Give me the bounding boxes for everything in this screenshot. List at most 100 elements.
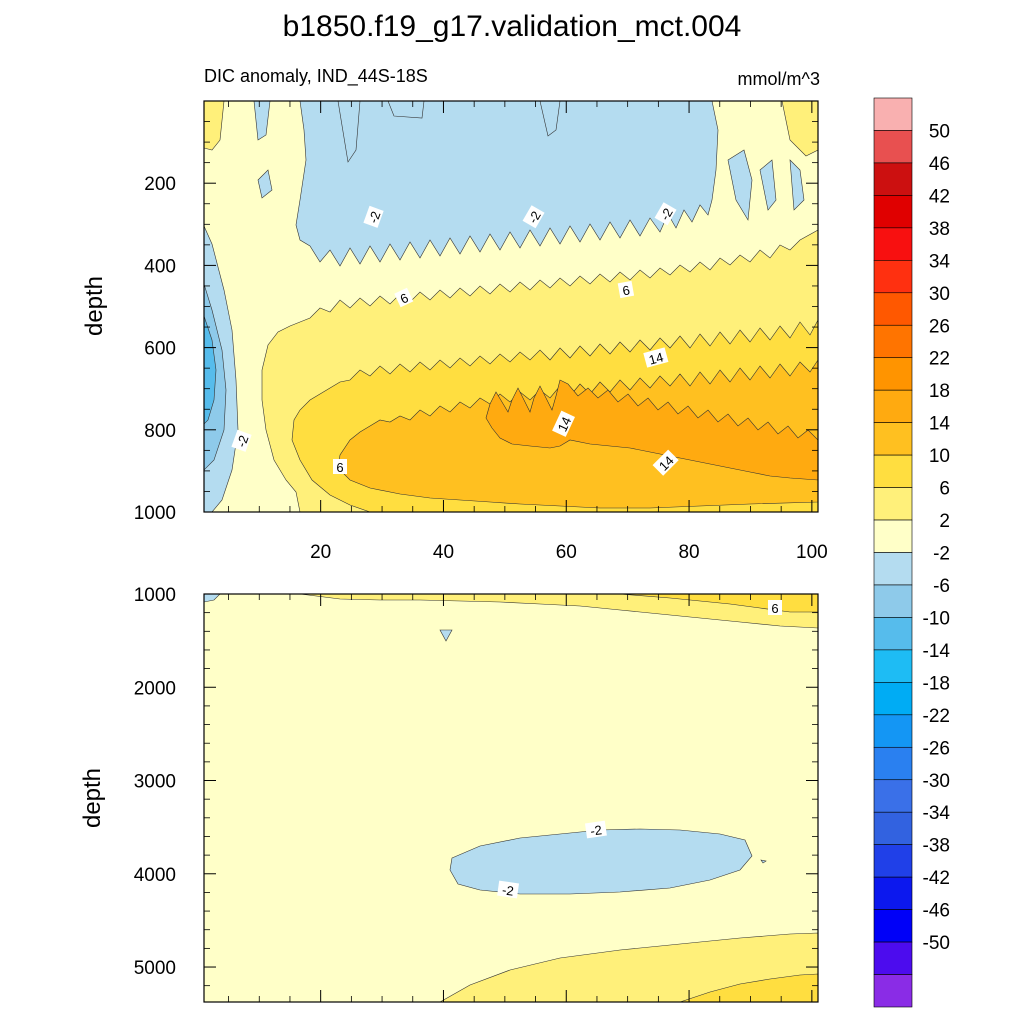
colorbar-swatch-17 — [873, 617, 913, 651]
lower-y-ticks: 1000 2000 3000 4000 5000 — [134, 585, 818, 987]
colorbar-swatch-14 — [873, 519, 913, 553]
colorbar-swatch-4 — [873, 195, 913, 229]
upper-x-tick-label-1: 20 — [310, 542, 331, 563]
colorbar-label-3: 42 — [929, 186, 950, 207]
lower-y-tick-label-2: 2000 — [134, 678, 176, 699]
colorbar-swatch-24 — [873, 844, 913, 878]
colorbar-swatch-28 — [873, 974, 913, 1008]
lower-y-tick-label-3: 3000 — [134, 772, 176, 793]
lower-plot-frame — [203, 593, 819, 1003]
upper-y-tick-label-3: 600 — [144, 339, 176, 360]
lower-region-neg-blob — [439, 629, 453, 642]
lower-ylabel: depth — [79, 768, 106, 828]
colorbar-label-23: -38 — [923, 836, 950, 857]
colorbar-swatch-13 — [873, 487, 913, 521]
upper-y-ticks: 200 400 600 800 1000 — [134, 100, 818, 524]
colorbar-label-25: -46 — [923, 901, 950, 922]
upper-contour-labels: -2 -2 -2 6 6 14 14 14 -2 6 — [231, 202, 679, 476]
upper-region-2-6-left — [204, 101, 225, 151]
colorbar-label-21: -30 — [923, 771, 950, 792]
upper-x-tick-label-2: 40 — [433, 542, 454, 563]
colorbar-label-9: 18 — [929, 381, 950, 402]
upper-y-tick-label-4: 800 — [144, 421, 176, 442]
colorbar-label-14: -2 — [933, 544, 950, 565]
lower-region-neg-dot — [760, 859, 767, 864]
colorbar-label-26: -50 — [923, 933, 950, 954]
lower-region-2-6-bottom — [439, 932, 818, 1002]
lower-y-tick-label-5: 5000 — [134, 958, 176, 979]
colorbar-swatch-8 — [873, 324, 913, 359]
colorbar-swatch-20 — [873, 714, 913, 748]
lower-region-2-6-top — [299, 594, 818, 629]
upper-x-ticks: 20 40 60 80 100 — [228, 101, 828, 563]
upper-region-neg-west-core — [204, 315, 217, 425]
colorbar-swatch-1 — [873, 97, 913, 131]
colorbar-label-1: 50 — [929, 121, 950, 142]
lower-contour-label-3: -2 — [501, 882, 515, 898]
upper-region-neg-blob-8 — [789, 159, 805, 211]
lower-region-base — [204, 594, 818, 1002]
lower-contour-label-2: -2 — [589, 822, 603, 838]
colorbar-label-12: 6 — [939, 479, 950, 500]
colorbar-label-17: -14 — [923, 641, 951, 662]
upper-region-neg-blob-5 — [539, 101, 561, 137]
lower-contour-labels: 6 -2 -2 — [497, 600, 782, 899]
colorbar-label-6: 30 — [929, 284, 950, 305]
colorbar-swatch-3 — [873, 162, 913, 196]
upper-panel: -2 -2 -2 6 6 14 14 14 -2 6 depth 200 400 6… — [81, 100, 828, 563]
chart-subtitle: DIC anomaly, IND_44S-18S — [204, 66, 428, 87]
upper-region-14-18 — [485, 379, 818, 481]
upper-x-tick-label-3: 60 — [556, 542, 577, 563]
upper-y-tick-label-1: 200 — [144, 174, 176, 195]
colorbar-swatch-10 — [873, 389, 913, 423]
colorbar-label-20: -26 — [923, 738, 950, 759]
colorbar-swatch-15 — [873, 552, 913, 586]
colorbar-label-7: 26 — [929, 316, 950, 337]
upper-contour-label-1: -2 — [365, 209, 383, 225]
upper-y-tick-label-5: 1000 — [134, 503, 176, 524]
colorbar-swatch-5 — [873, 227, 913, 261]
lower-region-neg-lens — [449, 828, 753, 895]
colorbar-swatch-22 — [873, 779, 913, 813]
upper-contour-label-9: -2 — [233, 433, 251, 449]
colorbar-label-8: 22 — [929, 349, 950, 370]
colorbar-label-5: 34 — [929, 251, 951, 272]
colorbar-swatch-16 — [873, 584, 913, 618]
upper-region-neg-surface — [295, 101, 719, 267]
upper-region-neg-blob-3 — [337, 101, 361, 163]
upper-y-tick-label-2: 400 — [144, 256, 176, 277]
upper-x-tick-label-5: 100 — [796, 542, 828, 563]
chart-title: b1850.f19_g17.validation_mct.004 — [283, 10, 742, 43]
colorbar-swatch-25 — [873, 876, 913, 910]
lower-region-neg-corner — [204, 594, 221, 603]
colorbar-label-18: -18 — [923, 673, 950, 694]
colorbar-label-24: -42 — [923, 868, 950, 889]
upper-region-2-6-patch — [781, 101, 818, 157]
lower-region-6-10-bottom — [679, 973, 818, 1002]
upper-region-neg-blob-6 — [727, 149, 753, 221]
units-label: mmol/m^3 — [738, 69, 820, 89]
colorbar-swatch-21 — [873, 746, 913, 781]
colorbar-swatch-26 — [873, 909, 913, 943]
colorbar-swatch-27 — [873, 941, 913, 975]
upper-contour-label-10: 6 — [336, 460, 343, 475]
colorbar-swatch-18 — [873, 649, 913, 683]
lower-y-tick-label-1: 1000 — [134, 585, 176, 606]
upper-contour-label-7: 14 — [555, 414, 575, 433]
upper-region-neg-blob-2 — [257, 169, 273, 199]
colorbar-label-19: -22 — [923, 706, 950, 727]
colorbar-swatch-2 — [873, 130, 913, 164]
colorbar-label-22: -34 — [923, 803, 951, 824]
lower-panel: 6 -2 -2 depth 1000 2000 3000 4000 5000 — [79, 585, 819, 1003]
colorbar: 50 46 42 38 34 30 26 22 18 14 10 6 2 -2 -6 -10 -14 -18 -22… — [873, 97, 951, 1008]
colorbar-swatch-23 — [873, 811, 913, 845]
colorbar-swatch-7 — [873, 292, 913, 326]
upper-ylabel: depth — [81, 276, 108, 336]
colorbar-label-13: 2 — [939, 511, 950, 532]
upper-contour-label-5: 6 — [621, 282, 631, 298]
colorbar-label-2: 46 — [929, 154, 950, 175]
colorbar-label-11: 10 — [929, 446, 950, 467]
upper-region-neg-blob-4 — [387, 101, 425, 119]
colorbar-label-4: 38 — [929, 219, 950, 240]
